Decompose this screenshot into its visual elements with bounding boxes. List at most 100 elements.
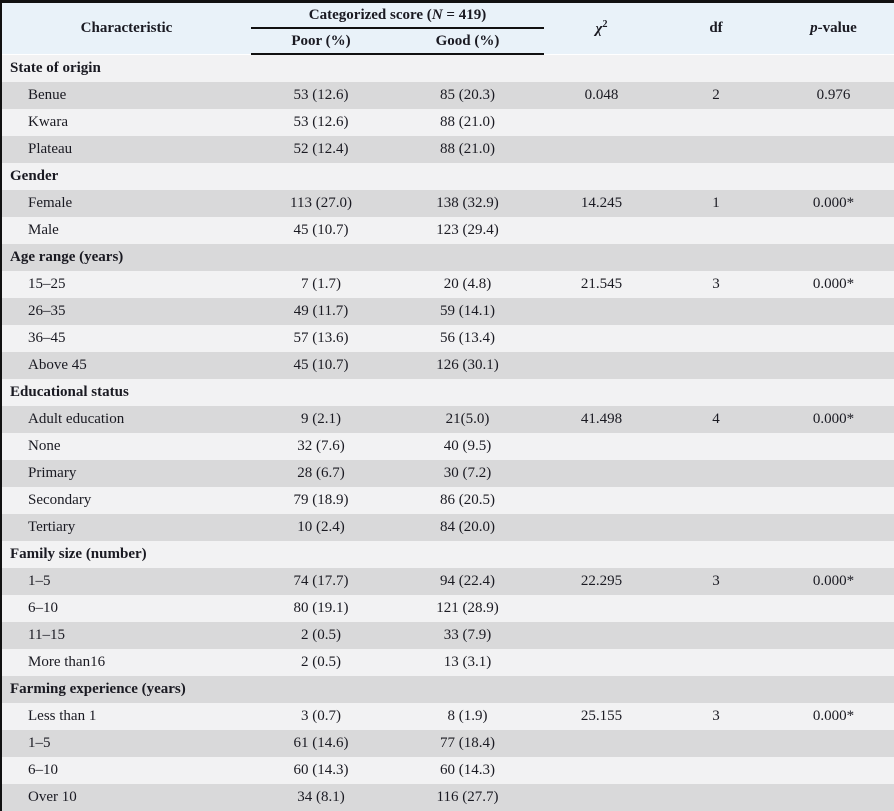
characteristic-cell: Over 10 bbox=[28, 789, 77, 805]
chi2-cell bbox=[544, 595, 659, 622]
p-cell: 0.000* bbox=[812, 708, 855, 724]
df-cell: 3 bbox=[712, 708, 720, 724]
table-row: 1–5 74 (17.7) 94 (22.4) 22.295 3 0.000* bbox=[1, 568, 894, 595]
poor-cell: 53 (12.6) bbox=[293, 87, 349, 103]
chi2-cell bbox=[544, 325, 659, 352]
table-row: 1–5 61 (14.6) 77 (18.4) bbox=[1, 730, 894, 757]
poor-cell: 60 (14.3) bbox=[293, 762, 349, 778]
poor-cell: 3 (0.7) bbox=[301, 708, 341, 724]
poor-cell: 57 (13.6) bbox=[293, 330, 349, 346]
table-row: 6–10 80 (19.1) 121 (28.9) bbox=[1, 595, 894, 622]
header-row-top: Characteristic Categorized score (N = 41… bbox=[1, 1, 894, 54]
characteristic-cell: Kwara bbox=[28, 114, 68, 130]
table-row: Female 113 (27.0) 138 (32.9) 14.245 1 0.000* bbox=[1, 190, 894, 217]
df-cell: 3 bbox=[712, 573, 720, 589]
good-cell: 123 (29.4) bbox=[436, 222, 499, 238]
p-cell: 0.000* bbox=[812, 276, 855, 292]
chi2-cell bbox=[544, 514, 659, 541]
poor-cell: 80 (19.1) bbox=[293, 600, 349, 616]
df-cell bbox=[659, 487, 773, 514]
table-row: Above 45 45 (10.7) 126 (30.1) bbox=[1, 352, 894, 379]
characteristic-cell: Adult education bbox=[28, 411, 125, 427]
table-row: Primary 28 (6.7) 30 (7.2) bbox=[1, 460, 894, 487]
chi2-cell: 0.048 bbox=[584, 87, 619, 103]
characteristic-cell: Female bbox=[28, 195, 73, 211]
df-cell bbox=[659, 352, 773, 379]
table-row: Secondary 79 (18.9) 86 (20.5) bbox=[1, 487, 894, 514]
chi2-cell: 21.545 bbox=[580, 276, 623, 292]
characteristic-cell: Male bbox=[28, 222, 59, 238]
chi2-cell bbox=[544, 649, 659, 676]
characteristic-cell: 6–10 bbox=[28, 600, 58, 616]
poor-cell: 113 (27.0) bbox=[290, 195, 352, 211]
p-cell bbox=[773, 109, 894, 136]
good-cell: 77 (18.4) bbox=[440, 735, 495, 751]
section-row: Educational status bbox=[1, 379, 894, 406]
chi2-cell bbox=[544, 298, 659, 325]
characteristic-cell: None bbox=[28, 438, 61, 454]
good-cell: 59 (14.1) bbox=[440, 303, 495, 319]
poor-cell: 53 (12.6) bbox=[293, 114, 349, 130]
header-row-bottom: Poor (%) Good (%) bbox=[1, 28, 894, 55]
p-cell bbox=[773, 487, 894, 514]
p-cell: 0.000* bbox=[812, 573, 855, 589]
chi2-cell bbox=[544, 460, 659, 487]
table-row: Male 45 (10.7) 123 (29.4) bbox=[1, 217, 894, 244]
section-label: Farming experience (years) bbox=[10, 681, 186, 697]
df-cell: 4 bbox=[712, 411, 720, 427]
characteristic-cell: 1–5 bbox=[28, 735, 51, 751]
p-cell: 0.000* bbox=[812, 195, 855, 211]
section-label: Educational status bbox=[10, 384, 129, 400]
good-cell: 20 (4.8) bbox=[443, 276, 492, 292]
df-cell bbox=[659, 325, 773, 352]
characteristic-cell: 11–15 bbox=[28, 627, 65, 643]
df-cell bbox=[659, 217, 773, 244]
chi2-cell bbox=[544, 217, 659, 244]
poor-cell: 7 (1.7) bbox=[301, 276, 341, 292]
good-cell: 94 (22.4) bbox=[440, 573, 495, 589]
table-row: 11–15 2 (0.5) 33 (7.9) bbox=[1, 622, 894, 649]
characteristic-cell: Primary bbox=[28, 465, 77, 481]
poor-cell: 61 (14.6) bbox=[293, 735, 349, 751]
good-cell: 88 (21.0) bbox=[440, 141, 495, 157]
p-cell bbox=[773, 460, 894, 487]
p-cell bbox=[773, 325, 894, 352]
characteristic-column-header: Characteristic bbox=[1, 1, 251, 54]
characteristic-cell: Plateau bbox=[28, 141, 73, 157]
chi2-cell bbox=[544, 622, 659, 649]
good-cell: 56 (13.4) bbox=[440, 330, 495, 346]
table-row: More than16 2 (0.5) 13 (3.1) bbox=[1, 649, 894, 676]
good-cell: 88 (21.0) bbox=[440, 114, 495, 130]
section-row: State of origin bbox=[1, 54, 894, 82]
characteristic-cell: Benue bbox=[28, 87, 67, 103]
df-cell bbox=[659, 649, 773, 676]
good-cell: 30 (7.2) bbox=[443, 465, 492, 481]
good-cell: 8 (1.9) bbox=[447, 708, 488, 724]
section-label: Age range (years) bbox=[10, 249, 124, 265]
section-row: Gender bbox=[1, 163, 894, 190]
good-cell: 126 (30.1) bbox=[436, 357, 499, 373]
chi-exponent: 2 bbox=[602, 19, 608, 30]
p-cell bbox=[773, 784, 894, 811]
df-cell bbox=[659, 730, 773, 757]
df-cell: 3 bbox=[712, 276, 720, 292]
good-cell: 116 (27.7) bbox=[436, 789, 499, 805]
p-cell bbox=[773, 622, 894, 649]
p-symbol: p bbox=[810, 20, 818, 36]
p-cell bbox=[773, 757, 894, 784]
chi2-cell bbox=[544, 109, 659, 136]
good-cell: 13 (3.1) bbox=[443, 654, 492, 670]
poor-cell: 79 (18.9) bbox=[293, 492, 349, 508]
table-row: 36–45 57 (13.6) 56 (13.4) bbox=[1, 325, 894, 352]
df-cell bbox=[659, 136, 773, 163]
span-header-n: N bbox=[431, 6, 443, 23]
df-cell bbox=[659, 109, 773, 136]
characteristic-cell: More than16 bbox=[28, 654, 106, 670]
good-cell: 86 (20.5) bbox=[440, 492, 495, 508]
p-cell: 0.000* bbox=[812, 411, 855, 427]
df-cell bbox=[659, 514, 773, 541]
good-cell: 60 (14.3) bbox=[440, 762, 495, 778]
chi2-cell bbox=[544, 352, 659, 379]
